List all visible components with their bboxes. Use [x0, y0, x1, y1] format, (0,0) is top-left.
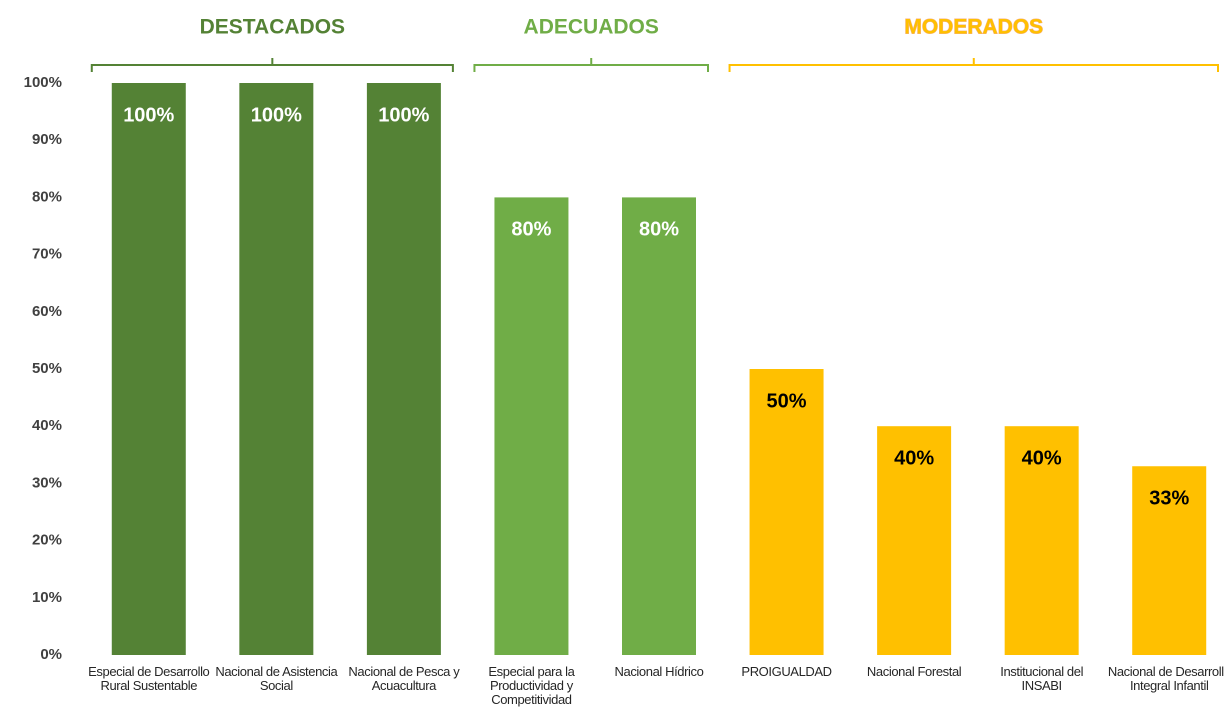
group-label: MODERADOS [904, 16, 1043, 39]
y-tick-label: 70% [32, 246, 62, 263]
bar [622, 197, 696, 655]
data-label: 100% [251, 104, 302, 126]
bar [749, 369, 824, 655]
bar [366, 83, 441, 655]
bar [1004, 426, 1079, 655]
bar [877, 426, 952, 655]
group-bracket [728, 58, 1219, 72]
x-tick-label: Especial de Desarrollo Rural Sustentable [88, 664, 210, 693]
data-label: 33% [1149, 488, 1189, 510]
group-bracket [90, 58, 454, 72]
group-label: ADECUADOS [524, 16, 659, 39]
data-label: 80% [511, 219, 551, 241]
x-tick-label: Nacional de Pesca y Acuacultura [348, 664, 460, 693]
y-tick-label: 10% [32, 589, 62, 606]
data-label: 80% [639, 219, 679, 241]
y-tick-label: 50% [32, 360, 62, 377]
data-label: 40% [894, 447, 934, 469]
y-tick-label: 80% [32, 188, 62, 205]
y-tick-label: 0% [40, 646, 62, 663]
y-tick-label: 20% [32, 532, 62, 549]
x-tick-label: Especial para la Productividad y Competi… [488, 664, 575, 707]
x-tick-label: PROIGUALDAD [741, 664, 832, 679]
data-label: 50% [767, 390, 807, 412]
x-tick-label: Nacional Hídrico [614, 664, 704, 679]
group-label: DESTACADOS [200, 16, 345, 39]
data-label: 40% [1022, 447, 1062, 469]
group-bracket [473, 58, 709, 72]
y-tick-label: 30% [32, 474, 62, 491]
y-tick-label: 60% [32, 303, 62, 320]
bar [1132, 466, 1207, 655]
data-label: 100% [378, 104, 429, 126]
x-tick-label: Institucional del INSABI [1000, 664, 1084, 693]
y-tick-label: 90% [32, 131, 62, 148]
bar [239, 83, 314, 655]
bar [111, 83, 186, 655]
x-tick-label: Nacional Forestal [866, 664, 962, 679]
data-label: 100% [123, 104, 174, 126]
bar [494, 197, 569, 655]
x-tick-label: Nacional de Desarrollo Integral Infantil [1107, 664, 1224, 693]
y-tick-label: 100% [24, 74, 62, 91]
x-tick-label: Nacional de Asistencia Social [215, 664, 338, 693]
y-tick-label: 40% [32, 417, 62, 434]
